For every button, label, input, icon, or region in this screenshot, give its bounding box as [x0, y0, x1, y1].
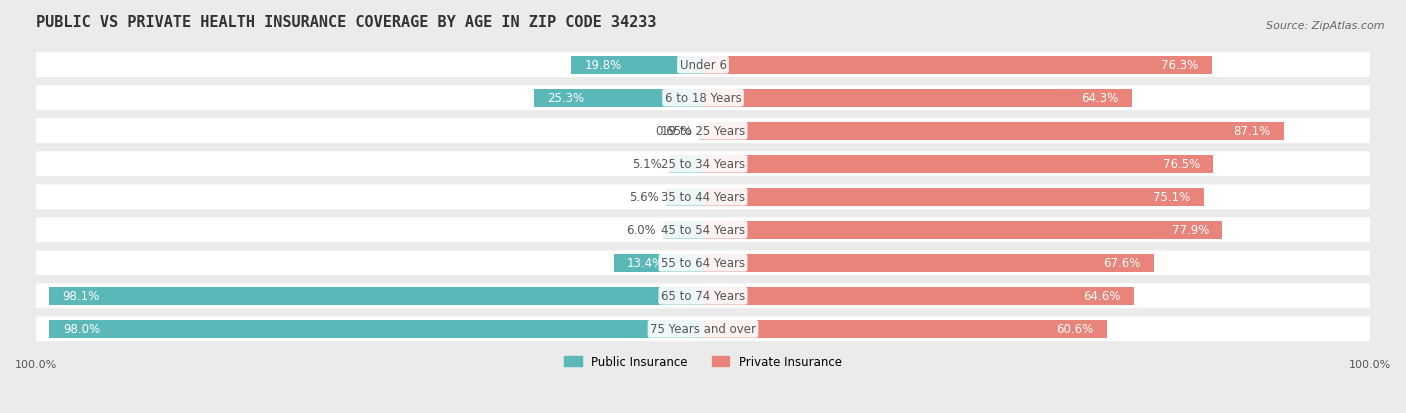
- Text: 75 Years and over: 75 Years and over: [650, 323, 756, 335]
- FancyBboxPatch shape: [703, 122, 1284, 140]
- Text: PUBLIC VS PRIVATE HEALTH INSURANCE COVERAGE BY AGE IN ZIP CODE 34233: PUBLIC VS PRIVATE HEALTH INSURANCE COVER…: [37, 15, 657, 30]
- Text: 55 to 64 Years: 55 to 64 Years: [661, 256, 745, 270]
- FancyBboxPatch shape: [703, 57, 1212, 75]
- Text: 64.3%: 64.3%: [1081, 92, 1118, 105]
- Text: 5.6%: 5.6%: [630, 191, 659, 204]
- Text: 75.1%: 75.1%: [1153, 191, 1191, 204]
- FancyBboxPatch shape: [703, 320, 1107, 338]
- Text: 76.5%: 76.5%: [1163, 158, 1199, 171]
- FancyBboxPatch shape: [37, 251, 1369, 275]
- FancyBboxPatch shape: [49, 320, 703, 338]
- Text: 98.1%: 98.1%: [62, 290, 100, 303]
- Text: 76.3%: 76.3%: [1161, 59, 1198, 72]
- FancyBboxPatch shape: [534, 89, 703, 107]
- FancyBboxPatch shape: [37, 317, 1369, 342]
- Text: 98.0%: 98.0%: [63, 323, 100, 335]
- Text: 67.6%: 67.6%: [1104, 256, 1140, 270]
- Text: 13.4%: 13.4%: [627, 256, 664, 270]
- Legend: Public Insurance, Private Insurance: Public Insurance, Private Insurance: [560, 351, 846, 373]
- Text: 87.1%: 87.1%: [1233, 125, 1271, 138]
- FancyBboxPatch shape: [703, 254, 1154, 272]
- Text: 35 to 44 Years: 35 to 44 Years: [661, 191, 745, 204]
- FancyBboxPatch shape: [699, 122, 703, 140]
- FancyBboxPatch shape: [37, 284, 1369, 309]
- Text: Source: ZipAtlas.com: Source: ZipAtlas.com: [1267, 21, 1385, 31]
- Text: 60.6%: 60.6%: [1056, 323, 1094, 335]
- FancyBboxPatch shape: [37, 119, 1369, 144]
- Text: 6.0%: 6.0%: [627, 224, 657, 237]
- FancyBboxPatch shape: [703, 188, 1204, 206]
- FancyBboxPatch shape: [703, 221, 1222, 239]
- FancyBboxPatch shape: [37, 152, 1369, 177]
- FancyBboxPatch shape: [49, 287, 703, 305]
- Text: 64.6%: 64.6%: [1083, 290, 1121, 303]
- FancyBboxPatch shape: [37, 86, 1369, 111]
- FancyBboxPatch shape: [37, 185, 1369, 210]
- Text: 19.8%: 19.8%: [585, 59, 621, 72]
- Text: 45 to 54 Years: 45 to 54 Years: [661, 224, 745, 237]
- Text: 77.9%: 77.9%: [1171, 224, 1209, 237]
- FancyBboxPatch shape: [703, 155, 1213, 173]
- FancyBboxPatch shape: [665, 188, 703, 206]
- FancyBboxPatch shape: [37, 53, 1369, 78]
- Text: 25 to 34 Years: 25 to 34 Years: [661, 158, 745, 171]
- Text: 5.1%: 5.1%: [633, 158, 662, 171]
- FancyBboxPatch shape: [703, 89, 1132, 107]
- FancyBboxPatch shape: [664, 221, 703, 239]
- Text: 6 to 18 Years: 6 to 18 Years: [665, 92, 741, 105]
- Text: 65 to 74 Years: 65 to 74 Years: [661, 290, 745, 303]
- FancyBboxPatch shape: [37, 218, 1369, 242]
- Text: 19 to 25 Years: 19 to 25 Years: [661, 125, 745, 138]
- Text: 0.65%: 0.65%: [655, 125, 692, 138]
- FancyBboxPatch shape: [703, 287, 1133, 305]
- Text: Under 6: Under 6: [679, 59, 727, 72]
- Text: 25.3%: 25.3%: [547, 92, 585, 105]
- FancyBboxPatch shape: [613, 254, 703, 272]
- FancyBboxPatch shape: [669, 155, 703, 173]
- FancyBboxPatch shape: [571, 57, 703, 75]
